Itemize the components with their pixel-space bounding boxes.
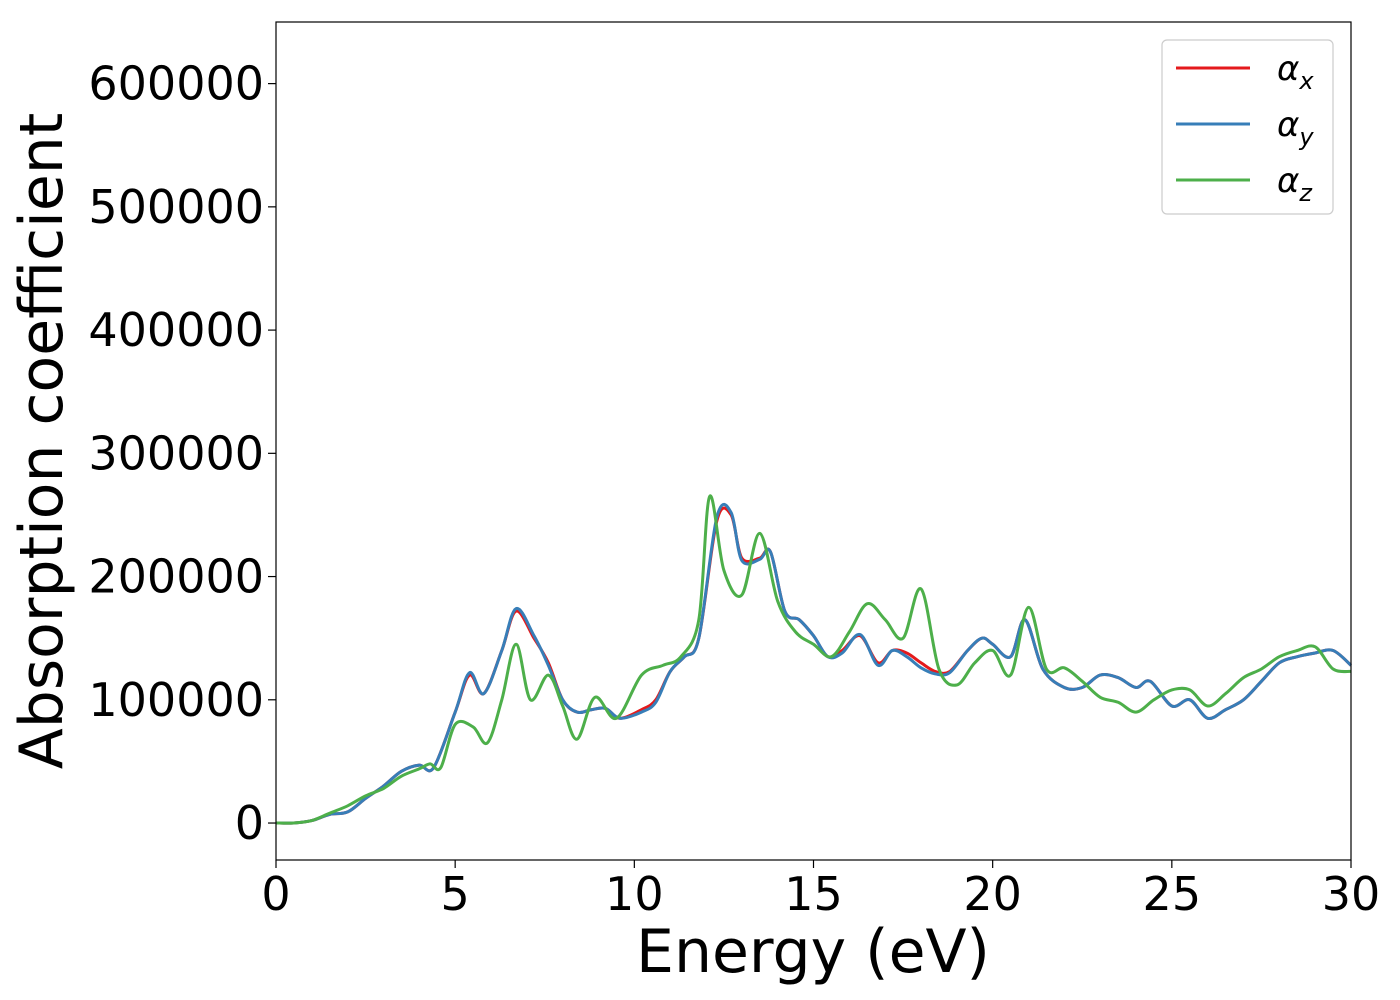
x-ticks: 0 5 10 15 20 25 30 (261, 860, 1380, 921)
x-tick-label: 20 (963, 867, 1022, 921)
x-tick-label: 0 (261, 867, 290, 921)
y-tick-label: 300000 (88, 426, 264, 480)
y-tick-label: 200000 (88, 550, 264, 604)
legend-label-z: αz (1277, 161, 1313, 207)
plot-frame (275, 21, 1352, 861)
legend-symbol: α (1277, 105, 1299, 145)
x-axis-label: Energy (eV) (636, 917, 990, 987)
y-tick-label: 0 (235, 796, 264, 850)
y-ticks: 0 100000 200000 300000 400000 500000 600000 (88, 57, 276, 850)
x-tick-label: 15 (784, 867, 843, 921)
legend-box (1161, 39, 1334, 215)
x-tick-label: 5 (441, 867, 470, 921)
series-line-x (275, 506, 1353, 825)
y-tick-label: 500000 (88, 180, 264, 234)
y-tick-label: 600000 (88, 57, 264, 111)
x-tick-label: 30 (1322, 867, 1381, 921)
legend-label-y: αy (1277, 105, 1314, 151)
y-tick-label: 100000 (88, 673, 264, 727)
y-tick-label: 400000 (88, 303, 264, 357)
series-line-y (275, 502, 1353, 825)
x-tick-label: 25 (1143, 867, 1202, 921)
legend-symbol: α (1277, 49, 1299, 89)
legend-subscript: x (1298, 67, 1314, 95)
y-axis-label: Absorption coefficient (7, 113, 77, 770)
legend-label-x: αx (1277, 49, 1314, 95)
legend-symbol: α (1277, 161, 1299, 201)
x-tick-label: 10 (605, 867, 664, 921)
legend-subscript: z (1298, 179, 1313, 207)
series-line-z (275, 494, 1352, 825)
series-lines (275, 494, 1353, 825)
legend-subscript: y (1298, 123, 1314, 151)
